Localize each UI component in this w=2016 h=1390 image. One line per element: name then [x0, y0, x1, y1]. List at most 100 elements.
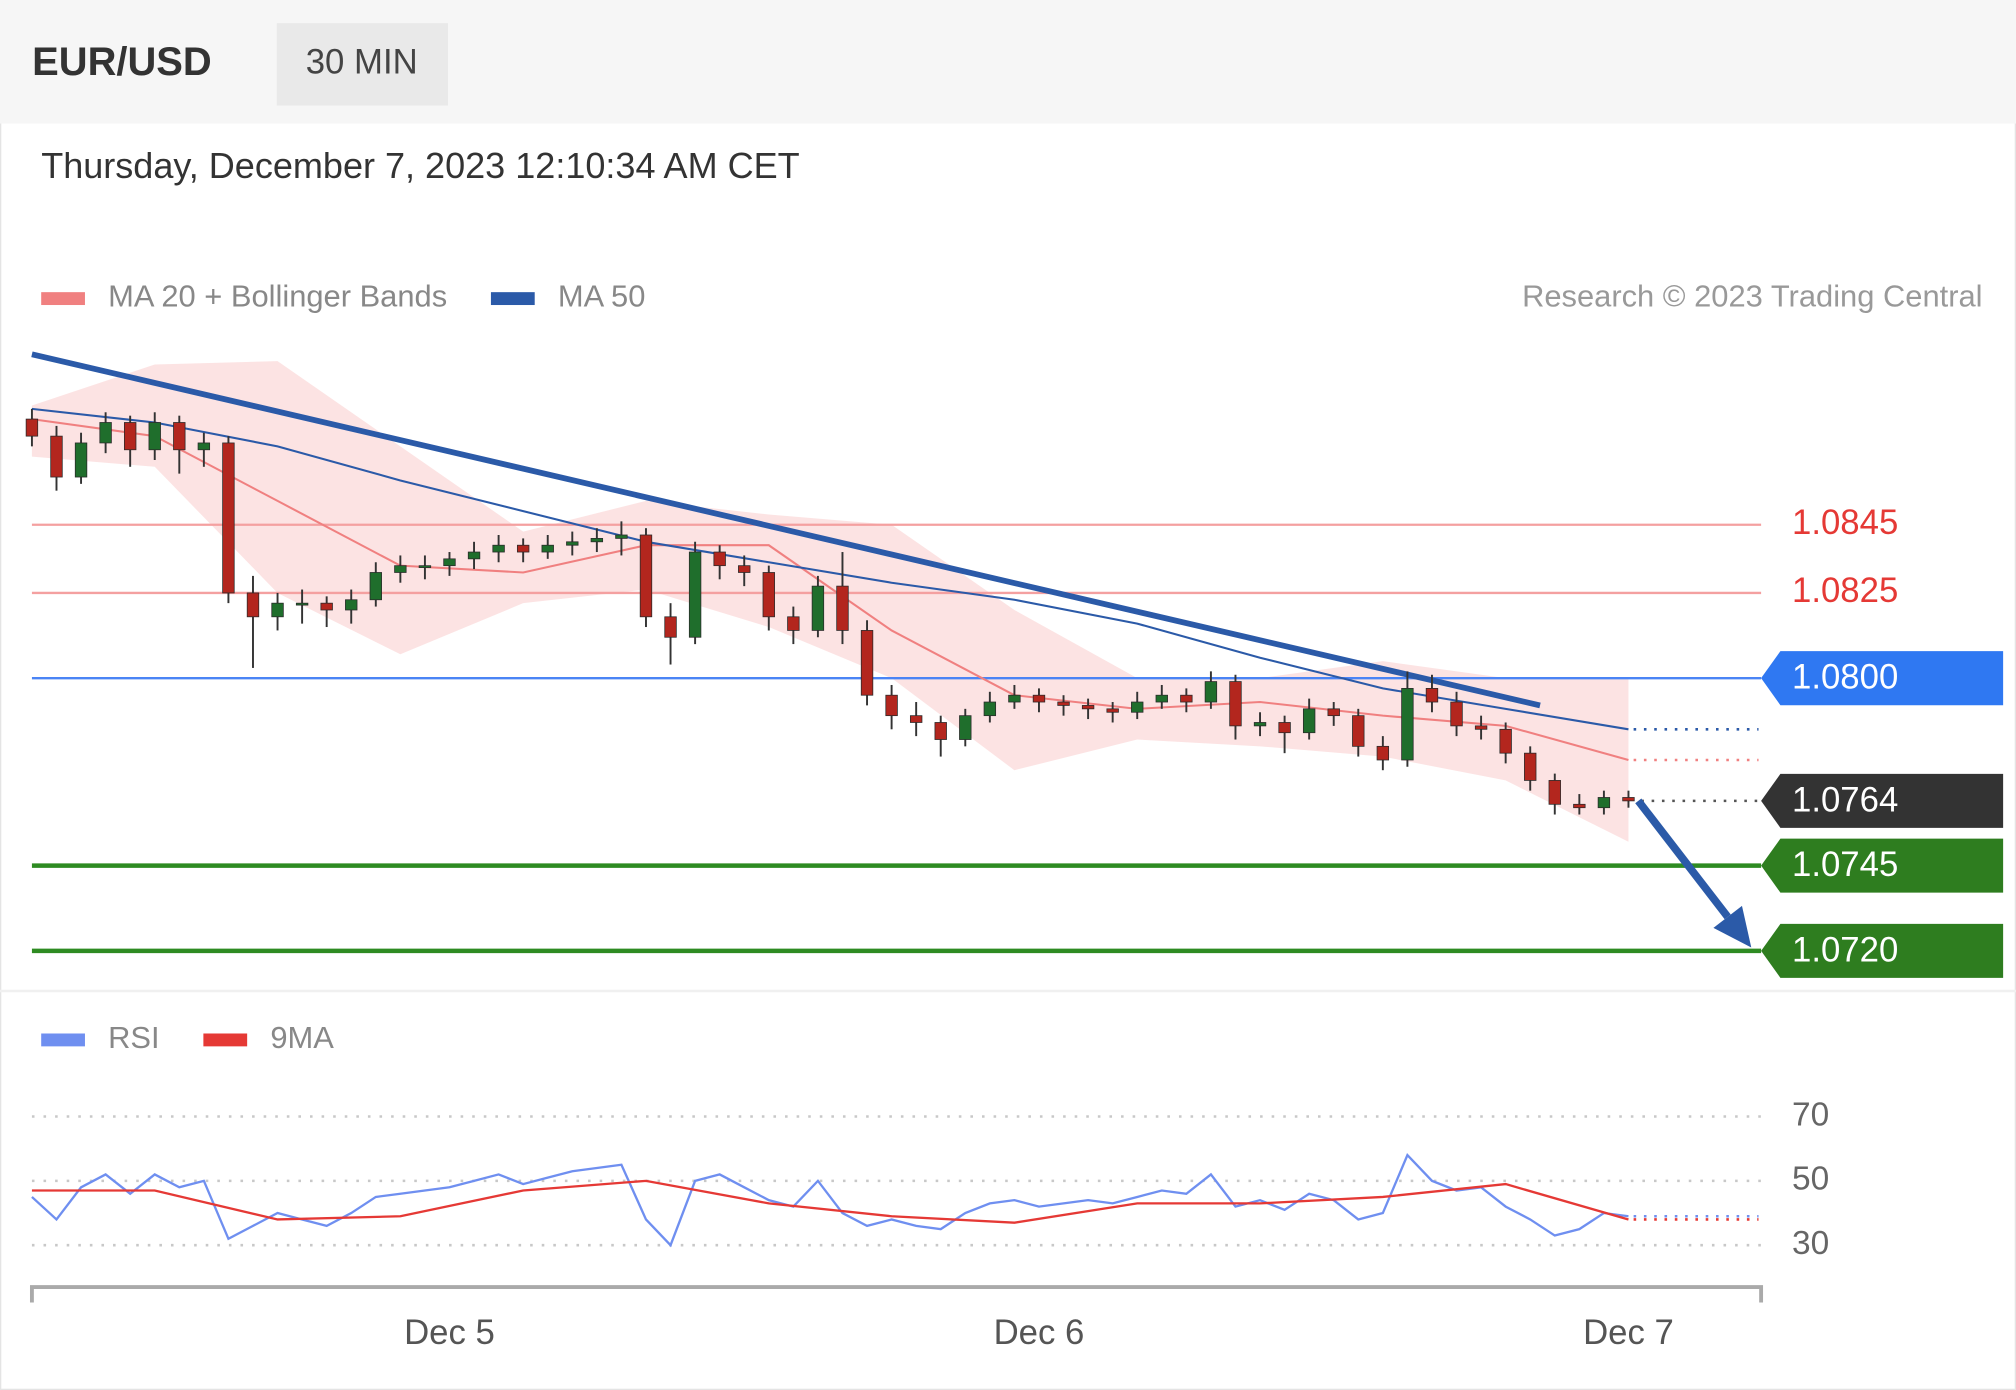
x-tick-label: Dec 7: [1583, 1314, 1674, 1352]
level-tag: [1761, 773, 2004, 828]
legend-swatch: [41, 292, 85, 306]
candle-body: [1008, 694, 1021, 703]
x-axis: [29, 1285, 1764, 1303]
level-label: 1.0845: [1792, 504, 1898, 542]
candle-body: [1155, 694, 1168, 703]
candle-body: [639, 534, 653, 618]
candle-body: [738, 565, 751, 573]
timestamp: Thursday, December 7, 2023 12:10:34 AM C…: [41, 145, 799, 186]
arrow-head: [1713, 905, 1752, 948]
candle-body: [983, 701, 997, 717]
level-label: 1.0800: [1792, 659, 1898, 697]
candle-body: [173, 422, 186, 451]
copyright: Research © 2023 Trading Central: [1522, 279, 1982, 314]
x-tick-label: Dec 5: [404, 1314, 495, 1352]
candle-body: [1278, 722, 1291, 734]
candle-body: [516, 544, 530, 553]
y-tick-label: 70: [1792, 1096, 1829, 1133]
legend-label: 9MA: [270, 1020, 334, 1055]
candle-body: [418, 565, 432, 568]
candle-body: [762, 572, 775, 618]
y-tick-label: 30: [1792, 1225, 1829, 1262]
candle-body: [836, 585, 849, 631]
candle-body: [492, 544, 505, 553]
candle-body: [246, 592, 260, 618]
candle-body: [197, 442, 211, 451]
candle-body: [345, 599, 358, 611]
timeframe-box: [276, 23, 448, 106]
candle-body: [713, 551, 726, 567]
level-label: 1.0825: [1792, 572, 1898, 610]
candle-body: [74, 442, 88, 478]
candle-body: [811, 585, 825, 631]
level-tag: [1761, 838, 2004, 893]
candle-body: [959, 715, 972, 740]
legend-label: MA 20 + Bollinger Bands: [108, 279, 447, 314]
candle-body: [320, 602, 333, 611]
candle-body: [443, 558, 456, 567]
legend-swatch: [41, 1033, 85, 1047]
candle-body: [1032, 694, 1046, 703]
candle-body: [541, 544, 554, 553]
legend-swatch: [203, 1033, 248, 1047]
candle-body: [1204, 681, 1218, 703]
candle-body: [1327, 708, 1340, 717]
candle-body: [566, 541, 579, 546]
candle-body: [885, 694, 898, 717]
candle-body: [25, 418, 39, 437]
level-label: 1.0764: [1792, 781, 1898, 819]
legend-label: MA 50: [558, 279, 646, 314]
candle-body: [1376, 745, 1390, 761]
level-label: 1.0720: [1792, 931, 1898, 969]
candle-body: [50, 435, 63, 478]
timeframe: 30 MIN: [306, 44, 418, 82]
candle-body: [664, 616, 677, 638]
candle-body: [1229, 681, 1242, 727]
candle-body: [271, 602, 284, 618]
candle-body: [1450, 701, 1463, 727]
candle-body: [99, 422, 112, 444]
candle-body: [1302, 708, 1316, 734]
candle-body: [369, 572, 382, 601]
candle-body: [934, 722, 947, 740]
candle-body: [1573, 803, 1586, 809]
level-tag: [1761, 923, 2004, 978]
candle-body: [590, 538, 604, 543]
y-tick-label: 50: [1792, 1161, 1829, 1198]
symbol: EUR/USD: [32, 40, 212, 84]
candle-body: [1253, 722, 1267, 727]
legend-label: RSI: [108, 1020, 159, 1055]
candle-body: [909, 715, 923, 723]
candle-body: [1057, 701, 1070, 706]
candle-body: [1180, 694, 1193, 703]
legend-swatch: [490, 292, 535, 306]
candle-body: [1474, 725, 1488, 730]
candle-body: [1524, 752, 1537, 781]
candle-body: [1352, 715, 1365, 747]
candle-body: [1131, 701, 1144, 713]
projection-arrow: [1635, 798, 1731, 920]
candle-body: [1081, 705, 1095, 710]
candle-body: [1425, 688, 1439, 703]
x-tick-label: Dec 6: [994, 1314, 1085, 1352]
candle-body: [787, 616, 800, 631]
candle-body: [1106, 708, 1119, 713]
series-line: [31, 407, 1629, 731]
candle-body: [295, 602, 309, 606]
level-tag: [1761, 651, 2004, 706]
candle-body: [222, 442, 235, 594]
candle-body: [1548, 780, 1561, 805]
candle-body: [394, 565, 407, 573]
candle-body: [148, 422, 161, 451]
candle-body: [1499, 728, 1512, 754]
candle-body: [1597, 797, 1611, 809]
trendline: [31, 351, 1541, 709]
candle-body: [688, 551, 702, 638]
candle-body: [860, 630, 874, 696]
candle-body: [615, 534, 628, 539]
level-label: 1.0745: [1792, 846, 1898, 884]
candle-body: [1622, 797, 1635, 802]
candle-body: [1401, 688, 1414, 761]
